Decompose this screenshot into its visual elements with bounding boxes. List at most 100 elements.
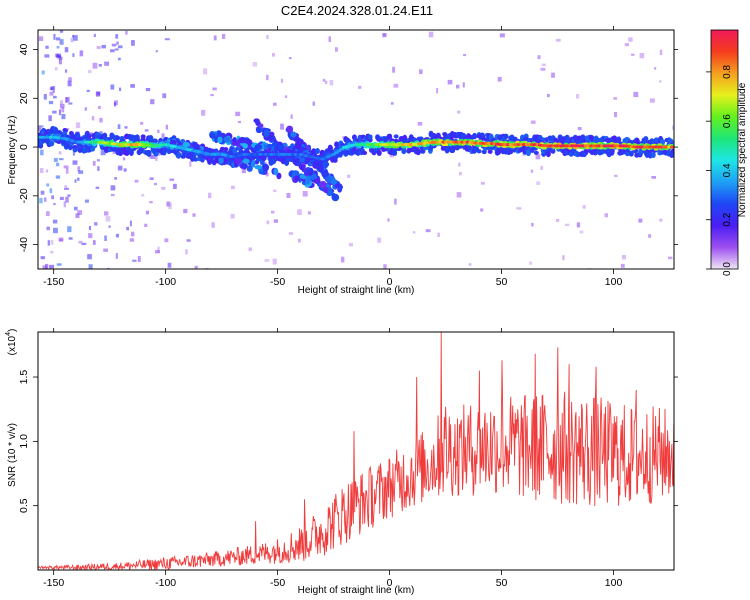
spectrogram-cell [499,33,505,38]
spectrogram-cell [72,53,75,57]
spectrogram-cell [64,47,69,53]
spectrogram-cell [639,52,645,59]
spectrogram-cell [280,78,284,83]
spectrogram-cell [185,249,188,255]
spectrogram-cell [49,264,55,269]
spectrogram-cell [203,68,208,75]
spectrogram-cell [68,237,73,240]
spectrogram-cell [272,258,277,265]
spectrogram-cell [428,31,434,38]
spectrogram-cell [230,213,235,219]
spectrogram-cell [74,179,77,183]
spectrogram-cell [214,135,219,144]
spectrogram-cell [310,173,318,181]
spectrogram-cell [457,110,461,114]
spectrogram-cell [40,149,44,156]
spectrogram-cell [412,231,416,234]
spectrogram-cell [290,131,297,138]
spectrogram-cell [659,49,663,56]
y-tick-label: -20 [18,188,30,203]
spectrogram-cell [84,107,88,111]
spectrogram-cell [145,87,151,92]
spectrogram-cell [216,130,223,139]
spectrogram-cell [48,100,54,105]
spectrogram-cell [643,136,649,142]
spectrogram-cell [92,160,96,166]
spectrogram-cell [422,268,427,269]
x-tick-label: 100 [605,276,623,288]
x-tick-label: -100 [155,276,176,288]
colorbar-tick-label: 0.8 [722,64,733,78]
spectrogram-cell [604,213,609,218]
spectrogram-cell [649,98,655,103]
spectrogram-cell [149,201,153,204]
spectrogram-cell [530,169,534,173]
spectrogram-cell [56,263,62,266]
spectrogram-cell [638,218,643,223]
spectrogram-cell [250,159,256,168]
spectrogram-cell [78,240,83,244]
spectrogram-cell [60,100,63,105]
spectrogram-cell [265,173,269,177]
spectrogram-cell [614,111,617,118]
spectrogram-cell [67,80,72,87]
spectrogram-cell [659,218,663,222]
spectrogram-cell [49,188,53,194]
spectrogram-cell [56,54,61,59]
spectrogram-cell [38,36,44,42]
spectrogram-cell [231,185,235,190]
spectrogram-cell [462,82,465,88]
spectrogram-cell [654,67,657,70]
spectrogram-cell [59,103,65,109]
spectrogram-cell [101,44,106,49]
spectrogram-cell [254,144,263,150]
spectrogram-cell [138,146,144,154]
spectrogram-cell [508,149,514,155]
spectrogram-cell [65,96,70,103]
spectrogram-cell [326,176,331,184]
spectrogram-cell [669,145,674,149]
y-tick-label: 20 [18,92,30,104]
spectrogram-cell [149,177,154,181]
spectrogram-cell [437,232,440,237]
spectrogram-cell [298,238,301,243]
spectrogram-cell [114,48,119,51]
spectrogram-cell [322,78,326,82]
snr-scale-factor: (x104) [5,329,18,356]
spectrogram-cell [92,240,96,245]
spectrogram-cell [165,124,169,130]
spectrogram-cell [390,102,394,105]
spectrogram-cell [77,210,83,215]
spectrogram-cell [59,40,63,45]
colorbar-tick-label: 0.0 [722,262,733,276]
spectrogram-cell [211,222,215,228]
spectrogram-cell [419,69,423,75]
spectrogram-cell [556,218,560,222]
spectrogram-cell [540,67,546,71]
spectrogram-cell [38,125,42,132]
spectrogram-cell [383,264,387,269]
spectrogram-cell [70,37,74,43]
spectrogram-cell [39,168,44,173]
spectrogram-cell [96,159,100,162]
spectrogram-cell [176,151,182,159]
spectrogram-cell [103,211,109,216]
spectrogram-cell [96,46,101,50]
spectrogram-cell [46,183,50,187]
spectrogram-cell [217,136,223,144]
spectrogram-cell [377,237,381,243]
spectrogram-cell [186,239,191,242]
spectrogram-cell [266,74,269,81]
spectrogram-cell [267,143,273,149]
spectrogram-cell [284,95,288,99]
spectrogram-cell [503,133,509,140]
spectrogram-cell [95,186,100,189]
spectrogram-cell [55,175,61,179]
spectrogram-cell [273,102,277,106]
spectrogram-cell [307,169,313,176]
spectrogram-cell [551,72,555,78]
spectrogram-cell [294,175,300,182]
spectrogram-cell [85,199,89,203]
spectrogram-cell [52,90,55,93]
spectrogram-cell [61,107,65,113]
